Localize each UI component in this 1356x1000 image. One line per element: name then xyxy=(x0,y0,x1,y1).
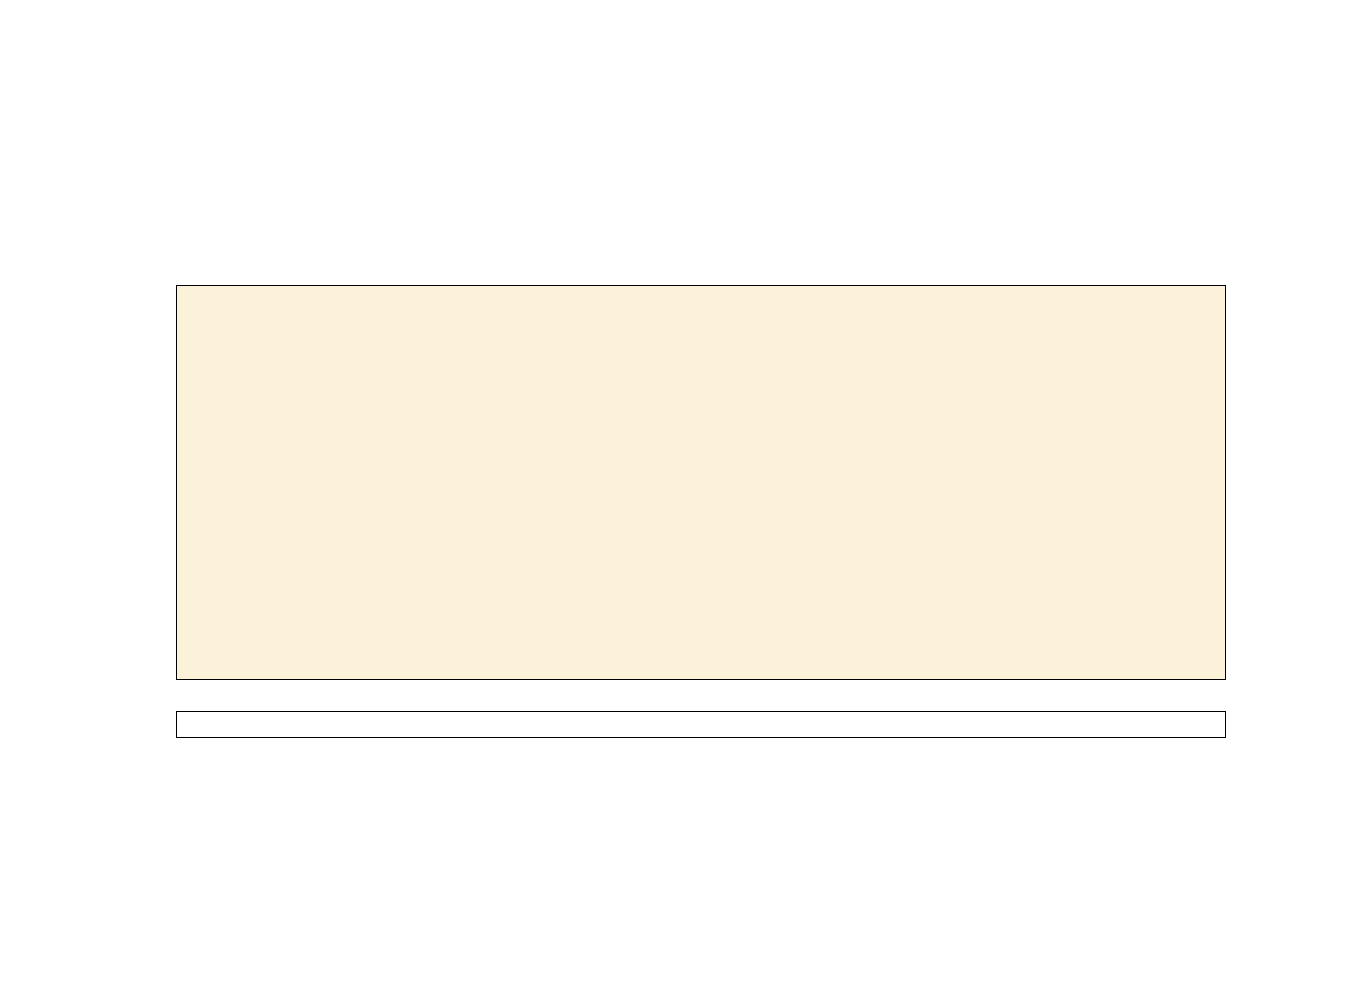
sst-gradient-field xyxy=(177,286,1225,679)
map-overlay xyxy=(177,286,1225,679)
map-plot xyxy=(176,285,1226,680)
colorbar xyxy=(176,711,1226,738)
